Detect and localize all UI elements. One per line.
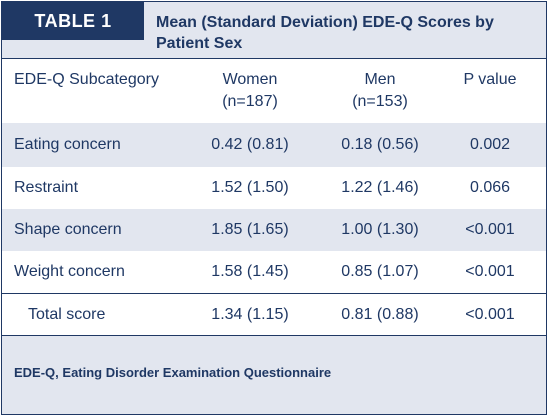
table-footnote: EDE-Q, Eating Disorder Examination Quest… — [2, 336, 546, 414]
column-header-women: Women — [222, 71, 278, 88]
column-header-women-n: (n=187) — [222, 93, 278, 110]
row-category: Weight concern — [14, 263, 125, 280]
row-p-value: 0.066 — [469, 179, 511, 196]
row-men-value: 0.85 (1.07) — [341, 263, 419, 280]
footer-divider — [2, 335, 546, 336]
table-row: Restraint 1.52 (1.50) 1.22 (1.46) 0.066 — [2, 167, 546, 209]
row-women-value: 1.85 (1.65) — [211, 221, 289, 238]
total-row: Total score 1.34 (1.15) 0.81 (0.88) <0.0… — [2, 294, 546, 336]
row-men-value: 0.81 (0.88) — [341, 306, 419, 323]
row-men-value: 1.22 (1.46) — [341, 179, 419, 196]
column-header-men-n: (n=153) — [352, 93, 408, 110]
row-category: Restraint — [14, 179, 79, 196]
column-header-p-value: P value — [463, 71, 517, 88]
row-p-value: <0.001 — [465, 221, 515, 238]
row-women-value: 1.34 (1.15) — [211, 306, 289, 323]
row-category: Eating concern — [14, 136, 121, 153]
row-p-value: 0.002 — [469, 136, 511, 153]
table-header: TABLE 1 Mean (Standard Deviation) EDE-Q … — [2, 2, 546, 58]
row-category: Shape concern — [14, 221, 122, 238]
footnote-text: EDE-Q, Eating Disorder Examination Quest… — [14, 365, 332, 380]
column-header-subcategory: EDE-Q Subcategory — [14, 71, 159, 88]
row-women-value: 0.42 (0.81) — [211, 136, 289, 153]
table-label: TABLE 1 — [2, 2, 144, 40]
table-row: Weight concern 1.58 (1.45) 0.85 (1.07) <… — [2, 251, 546, 293]
total-divider — [2, 293, 546, 294]
table-title: Mean (Standard Deviation) EDE-Q Scores b… — [156, 14, 494, 52]
row-men-value: 1.00 (1.30) — [341, 221, 419, 238]
column-header-men: Men — [364, 71, 396, 88]
column-header-row: EDE-Q Subcategory Women (n=187) Men (n=1… — [2, 59, 546, 123]
table-row: Eating concern 0.42 (0.81) 0.18 (0.56) 0… — [2, 123, 546, 167]
row-category: Total score — [28, 306, 106, 323]
row-women-value: 1.58 (1.45) — [211, 263, 289, 280]
row-p-value: <0.001 — [465, 263, 515, 280]
row-men-value: 0.18 (0.56) — [341, 136, 419, 153]
table-row: Shape concern 1.85 (1.65) 1.00 (1.30) <0… — [2, 209, 546, 251]
row-p-value: <0.001 — [465, 306, 515, 323]
header-divider — [2, 58, 546, 59]
row-women-value: 1.52 (1.50) — [211, 179, 289, 196]
